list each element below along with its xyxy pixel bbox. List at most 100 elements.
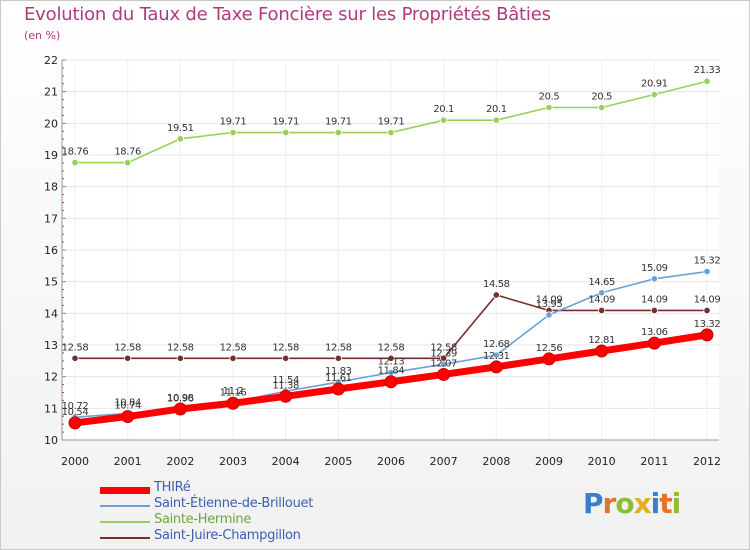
data-point — [440, 116, 448, 124]
data-point — [334, 354, 342, 362]
y-tick-label: 17 — [44, 212, 58, 225]
data-label: 10.54 — [62, 407, 89, 418]
data-label: 15.09 — [641, 263, 668, 274]
y-tick-label: 21 — [44, 86, 58, 99]
data-label: 14.58 — [483, 279, 510, 290]
data-label: 19.71 — [272, 117, 299, 128]
series-group — [68, 77, 714, 430]
data-label: 19.71 — [378, 117, 405, 128]
x-tick-label: 2012 — [693, 455, 721, 468]
data-label: 10.84 — [114, 397, 141, 408]
axes — [61, 59, 719, 441]
data-label: 20.5 — [539, 92, 560, 103]
data-label: 12.58 — [114, 342, 141, 353]
data-label: 18.76 — [62, 147, 89, 158]
y-tick-label: 10 — [44, 434, 58, 447]
logo-letter: i — [650, 487, 661, 520]
data-label: 10.98 — [167, 393, 194, 404]
x-tick-label: 2001 — [114, 455, 142, 468]
x-tick-label: 2000 — [61, 455, 89, 468]
data-point — [71, 354, 79, 362]
data-point — [492, 351, 500, 359]
data-point — [650, 90, 658, 99]
data-point — [489, 360, 503, 374]
data-label: 14.09 — [536, 294, 563, 305]
data-label: 13.06 — [641, 327, 668, 338]
data-label: 11.16 — [220, 387, 247, 398]
proxiti-logo: Proxiti — [583, 487, 682, 520]
data-point — [124, 354, 132, 362]
y-tick-label: 18 — [44, 181, 58, 194]
chart-title: Evolution du Taux de Taxe Foncière sur l… — [24, 4, 551, 25]
data-labels: 10.54 10.74 10.98 11.16 11.38 11.61 11.84 12.07… — [62, 65, 721, 418]
unit-label: (en %) — [24, 29, 61, 42]
x-tick-label: 2005 — [324, 455, 352, 468]
y-tick-label: 11 — [44, 402, 58, 415]
data-point — [545, 311, 553, 319]
data-label: 12.58 — [378, 342, 405, 353]
data-point — [279, 389, 293, 403]
y-tick-label: 16 — [44, 244, 58, 257]
data-point — [68, 416, 82, 430]
data-label: 11.54 — [272, 375, 299, 386]
y-tick-label: 14 — [44, 307, 58, 320]
y-tick-label: 15 — [44, 276, 58, 289]
data-label: 11.83 — [325, 366, 352, 377]
data-point — [595, 344, 609, 358]
data-label: 11.2 — [223, 386, 244, 397]
data-point — [650, 306, 658, 315]
logo-letter: i — [671, 487, 682, 520]
data-label: 12.58 — [167, 342, 194, 353]
data-point — [71, 159, 79, 167]
data-point — [387, 354, 395, 362]
data-label: 21.33 — [694, 65, 721, 76]
data-label: 12.07 — [430, 358, 457, 369]
x-axis-ticks: 2000 2001 2002 2003 2004 2005 2006 2007 2008 2009… — [61, 455, 721, 468]
logo-letter: r — [602, 487, 617, 520]
data-label: 10.72 — [62, 401, 89, 412]
y-tick-label: 20 — [44, 117, 58, 130]
data-label: 19.71 — [325, 117, 352, 128]
data-label: 14.09 — [694, 294, 721, 305]
data-point — [282, 354, 290, 362]
data-point — [598, 103, 606, 112]
legend-label: THIRé — [154, 480, 191, 495]
data-label: 12.58 — [62, 342, 89, 353]
data-point — [492, 291, 500, 299]
y-axis-ticks: 10 11 12 13 14 15 16 17 18 19 20 21 22 — [44, 54, 58, 447]
data-point — [542, 352, 556, 366]
y-tick-label: 19 — [44, 149, 58, 162]
data-label: 19.71 — [220, 117, 247, 128]
data-label: 14.09 — [588, 294, 615, 305]
logo-letter: t — [659, 487, 672, 520]
data-point — [650, 275, 658, 283]
data-label: 20.5 — [591, 92, 612, 103]
data-point — [598, 289, 606, 297]
data-point — [703, 267, 711, 276]
data-label: 12.58 — [272, 342, 299, 353]
data-point — [700, 328, 714, 342]
logo-letter: x — [633, 487, 652, 520]
data-label: 10.96 — [167, 394, 194, 405]
data-label: 19.51 — [167, 123, 194, 134]
x-tick-label: 2008 — [482, 455, 510, 468]
x-tick-label: 2010 — [588, 455, 616, 468]
legend-swatch — [100, 521, 150, 523]
data-label: 20.1 — [433, 104, 454, 115]
legend-label: Saint-Juire-Champgillon — [154, 528, 301, 543]
data-point — [703, 77, 711, 85]
x-tick-label: 2002 — [166, 455, 194, 468]
logo-letter: P — [583, 487, 604, 520]
data-point — [437, 367, 451, 381]
data-label: 13.32 — [694, 319, 721, 330]
legend-swatch — [100, 487, 150, 494]
legend-label: Saint-Étienne-de-Brillouet — [154, 496, 314, 511]
data-point — [226, 396, 240, 410]
data-point — [598, 306, 606, 315]
data-label: 12.56 — [536, 343, 563, 354]
data-label: 12.58 — [430, 342, 457, 353]
data-point — [703, 306, 711, 315]
data-label: 14.65 — [588, 277, 615, 288]
data-point — [440, 360, 448, 368]
data-point — [492, 116, 500, 124]
